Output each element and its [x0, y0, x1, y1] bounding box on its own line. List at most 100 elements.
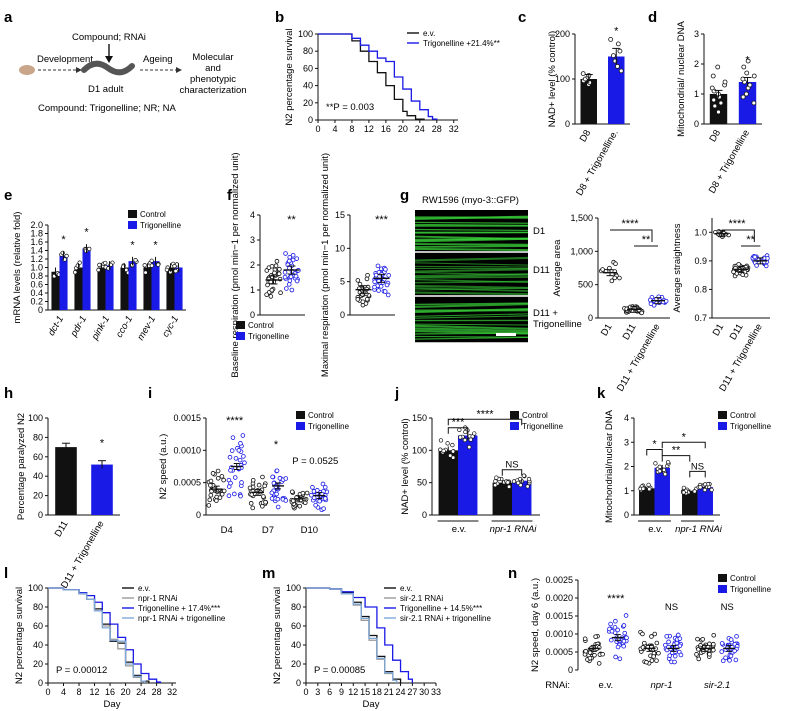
- muscle-fibre: [414, 243, 529, 246]
- survival-line-trigonelline: [318, 33, 438, 120]
- data-point: [467, 444, 472, 450]
- legend-label: Trigonelline: [140, 221, 182, 230]
- y-tick-label: 60: [33, 621, 43, 631]
- data-point: [743, 91, 749, 97]
- p-value: P = 0.00012: [56, 665, 107, 676]
- data-point: [275, 496, 281, 502]
- data-point: [613, 261, 618, 267]
- data-point: [64, 253, 69, 259]
- data-point: [663, 642, 668, 648]
- data-point: [716, 109, 721, 115]
- p-value: **P = 0.003: [326, 102, 374, 113]
- y-axis-label: Percentage paralyzed N2: [16, 413, 27, 520]
- data-point: [642, 640, 647, 646]
- y-tick-label: 100: [28, 413, 43, 423]
- y-tick-label: 10: [335, 243, 345, 253]
- legend-swatch: [510, 422, 519, 430]
- panel-label-l: l: [4, 565, 8, 582]
- y-tick-label: 0: [38, 510, 43, 520]
- x-tick-label: 0: [315, 124, 320, 134]
- data-point: [583, 648, 588, 654]
- data-point: [97, 262, 102, 268]
- legend-label: Control: [140, 210, 166, 219]
- bar-control: [492, 482, 512, 515]
- y-tick-label: 80: [291, 602, 301, 612]
- x-axis-label: Day: [104, 699, 121, 710]
- data-point: [228, 480, 233, 486]
- micrograph-row-trig: Trigonelline: [533, 319, 582, 330]
- muscle-fibre: [414, 221, 529, 224]
- data-point: [608, 637, 614, 643]
- data-point: [274, 491, 279, 497]
- y-tick-label: 0.6: [30, 280, 43, 290]
- legend-label: Trigonelline: [308, 422, 350, 431]
- data-point: [600, 267, 605, 272]
- data-point: [734, 634, 739, 639]
- data-point: [710, 73, 716, 79]
- legend-swatch: [718, 411, 727, 419]
- data-point: [718, 100, 724, 106]
- y-tick-label: 60: [33, 452, 43, 462]
- x-tick-label: 20: [121, 687, 131, 697]
- data-point: [221, 477, 226, 483]
- significance: *: [745, 55, 750, 67]
- data-point: [386, 273, 391, 278]
- data-point: [219, 491, 225, 497]
- data-point: [206, 503, 212, 508]
- data-point: [282, 274, 288, 280]
- y-tick-label: 60: [291, 621, 301, 631]
- data-point: [219, 474, 225, 479]
- data-point: [215, 476, 221, 481]
- data-point: [289, 489, 295, 495]
- x-tick-label: 16: [381, 124, 391, 134]
- data-point: [365, 272, 370, 278]
- bar-control: [97, 267, 106, 310]
- x-tick-label: 16: [105, 687, 115, 697]
- muscle-fibre: [414, 268, 529, 273]
- bracket: [447, 418, 523, 426]
- data-point: [612, 625, 618, 630]
- panel-label-g: g: [400, 187, 409, 204]
- data-point: [355, 278, 361, 283]
- x-tick-label: 32: [167, 687, 177, 697]
- bracket: [610, 229, 653, 242]
- y-tick-label: 60: [303, 63, 313, 73]
- compound-rnai-label: Compound; RNAi: [72, 32, 146, 43]
- data-point: [274, 258, 280, 264]
- bracket: [661, 455, 691, 462]
- data-point: [236, 448, 242, 453]
- data-point: [649, 658, 655, 663]
- data-point: [263, 499, 268, 505]
- muscle-fibre: [414, 280, 529, 284]
- y-tick-label: 1.2: [30, 254, 43, 264]
- data-point: [674, 640, 680, 646]
- y-tick-label: 100: [412, 445, 427, 455]
- data-point: [270, 474, 275, 480]
- data-point: [711, 641, 716, 647]
- y-tick-label: 3: [694, 29, 699, 39]
- x-tick-label: e.v.: [599, 680, 614, 691]
- survival-line-npr-1-rnai-trigonelline: [48, 587, 146, 683]
- x-tick-label: npr-1: [650, 680, 672, 691]
- data-point: [142, 263, 147, 268]
- bar-trigonelline: [59, 255, 68, 310]
- characterization-label: characterization: [179, 85, 246, 96]
- data-point: [373, 272, 379, 278]
- data-point: [273, 263, 279, 269]
- data-point: [284, 286, 289, 291]
- data-point: [740, 94, 746, 100]
- significance: *: [682, 431, 687, 443]
- data-point: [622, 630, 628, 636]
- y-tick-label: 3: [624, 437, 629, 447]
- y-tick-label: 0: [422, 510, 427, 520]
- bar-0: [580, 79, 597, 124]
- x-tick-label: 12: [364, 124, 374, 134]
- significance: **: [746, 234, 755, 246]
- data-point: [384, 282, 390, 288]
- legend-label: Control: [308, 411, 334, 420]
- bar-trigonelline: [458, 435, 478, 515]
- data-point: [221, 488, 227, 494]
- muscle-fibre: [414, 276, 529, 279]
- bracket: [661, 441, 706, 449]
